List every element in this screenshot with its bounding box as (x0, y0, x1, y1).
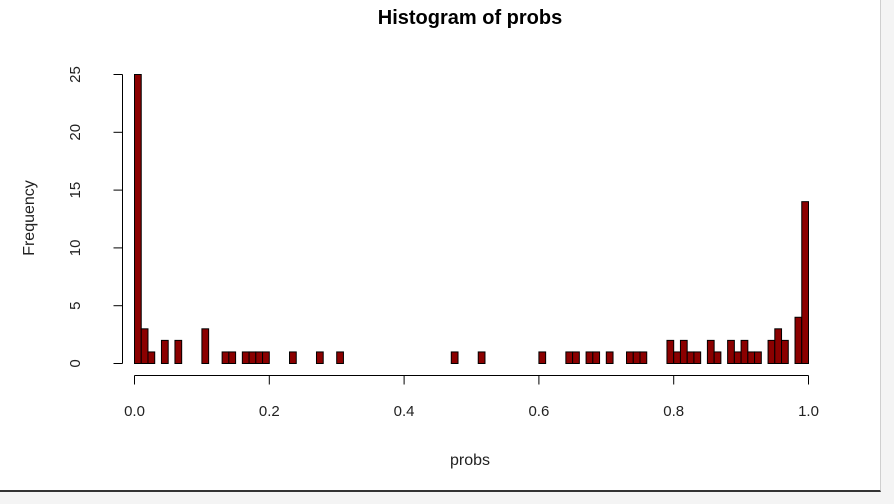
histogram-bar (673, 351, 681, 365)
x-tick-label: 1.0 (798, 403, 819, 420)
x-tick-label: 0.4 (394, 403, 415, 420)
x-axis: 0.0 0.2 0.4 0.6 0.8 1.0 (124, 375, 819, 420)
x-tick-label: 0.6 (528, 403, 549, 420)
y-tick-label: 20 (67, 124, 84, 141)
histogram-bar (666, 339, 675, 365)
y-axis-label: Frequency (21, 180, 38, 256)
histogram-bar (639, 351, 648, 365)
histogram-bar (794, 316, 803, 365)
histogram-bar (774, 328, 783, 365)
y-tick-label: 5 (67, 302, 84, 310)
histogram-bar (201, 328, 210, 365)
histogram-bar (565, 351, 574, 365)
histogram-bar (686, 351, 695, 365)
chart-title: Histogram of probs (378, 7, 562, 29)
histogram-bar (592, 351, 601, 365)
y-tick-label: 0 (67, 359, 84, 367)
histogram-bar (174, 339, 183, 365)
histogram-bar (262, 351, 270, 365)
histogram-bar (228, 351, 237, 365)
x-tick-label: 0.2 (259, 403, 280, 420)
histogram-bar (140, 328, 149, 365)
histogram-bar (679, 339, 688, 365)
histogram-bar (626, 351, 634, 365)
histogram-bar (706, 339, 715, 365)
histogram-bar (605, 351, 614, 365)
histogram-chart: Histogram of probs 0.0 0.2 0.4 0.6 0.8 1.0 0 5… (21, 7, 819, 469)
histogram-bar (727, 339, 735, 365)
histogram-bar (572, 351, 580, 365)
x-tick-label: 0.8 (663, 403, 684, 420)
histogram-bar (801, 201, 810, 364)
histogram-bar (781, 339, 789, 365)
histogram-bar (585, 351, 594, 365)
histogram-bar (477, 351, 486, 365)
histogram-bar (147, 351, 156, 365)
histogram-bar (160, 339, 169, 365)
y-tick-label: 15 (67, 182, 84, 199)
x-tick-label: 0.0 (124, 403, 145, 420)
bars-group (134, 74, 810, 365)
histogram-bar (754, 351, 762, 365)
histogram-bar (767, 339, 776, 365)
histogram-bar (747, 351, 756, 365)
histogram-bar (538, 351, 547, 365)
histogram-bar (632, 351, 641, 365)
histogram-bar (241, 351, 250, 365)
histogram-bar (255, 351, 264, 365)
histogram-bar (693, 351, 702, 365)
histogram-bar (450, 351, 459, 365)
histogram-bar (315, 351, 324, 365)
histogram-bar (336, 351, 344, 365)
y-tick-label: 10 (67, 240, 84, 257)
histogram-bar (289, 351, 297, 365)
y-axis: 0 5 10 15 20 25 (67, 66, 123, 368)
histogram-bar (733, 351, 742, 365)
y-tick-label: 25 (67, 66, 84, 83)
histogram-bar (248, 351, 257, 365)
histogram-bar (713, 351, 722, 365)
plot-window: Histogram of probs 0.0 0.2 0.4 0.6 0.8 1.0 0 5… (0, 0, 881, 492)
histogram-bar (740, 339, 749, 365)
histogram-bar (221, 351, 230, 365)
histogram-bar (134, 74, 142, 364)
x-axis-label: probs (450, 452, 490, 469)
